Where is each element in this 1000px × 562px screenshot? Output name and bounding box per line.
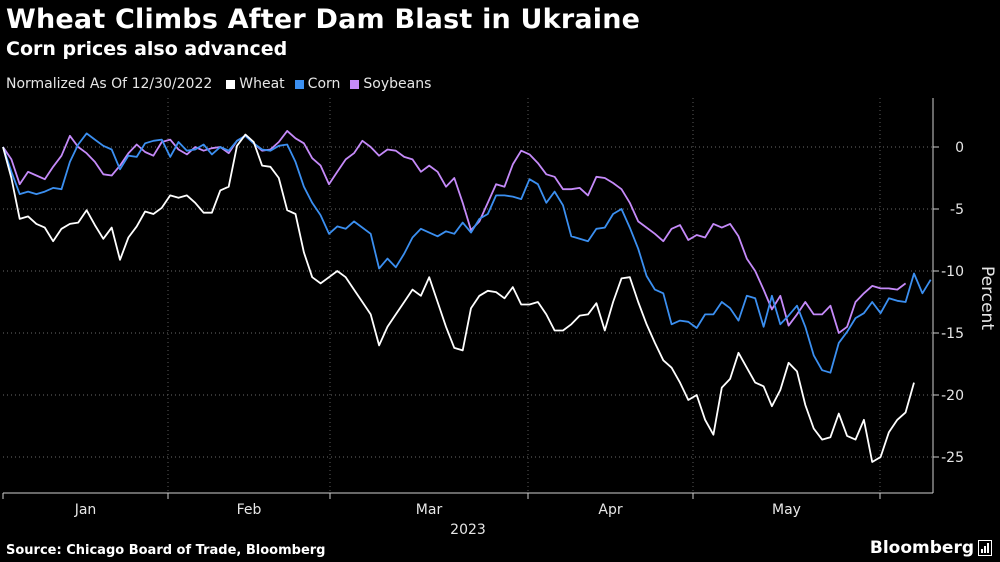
legend-item-wheat: Wheat — [226, 76, 285, 92]
x-tick-label-feb: Feb — [237, 502, 262, 518]
legend-swatch-soybeans — [350, 79, 360, 89]
legend-swatch-wheat — [226, 79, 236, 89]
y-axis-title: Percent — [977, 266, 997, 330]
y-tick-label: -5 — [950, 202, 964, 218]
series-line-corn — [2, 132, 932, 374]
legend-label-wheat: Wheat — [239, 76, 285, 92]
legend-item-soybeans: Soybeans — [350, 76, 431, 92]
x-tick-label-apr: Apr — [598, 502, 622, 518]
x-tick-label-mar: Mar — [416, 502, 443, 518]
legend-label-soybeans: Soybeans — [363, 76, 432, 92]
x-tick-label-jan: Jan — [74, 502, 97, 518]
x-axis-year-label: 2023 — [450, 522, 486, 538]
legend-swatch-corn — [294, 79, 304, 89]
legend-label-corn: Corn — [307, 76, 341, 92]
legend: Normalized As Of 12/30/2022 Wheat Corn S… — [6, 76, 441, 92]
y-tick-label: -25 — [941, 450, 964, 466]
y-tick-label: -15 — [941, 326, 964, 342]
brand-name: Bloomberg — [869, 538, 974, 558]
series-line-soybeans — [2, 130, 907, 334]
series-line-wheat — [2, 133, 915, 463]
y-tick-label: -10 — [941, 264, 964, 280]
chart-subtitle: Corn prices also advanced — [6, 38, 288, 60]
source-note: Source: Chicago Board of Trade, Bloomber… — [6, 543, 326, 558]
bloomberg-badge-icon — [978, 540, 992, 556]
y-tick-label: -20 — [941, 388, 964, 404]
y-tick-label: 0 — [955, 140, 964, 156]
bloomberg-logo: Bloomberg — [870, 538, 992, 558]
x-tick-label-may: May — [772, 502, 801, 518]
legend-item-corn: Corn — [294, 76, 341, 92]
chart-title: Wheat Climbs After Dam Blast in Ukraine — [6, 4, 641, 35]
normalized-label: Normalized As Of 12/30/2022 — [6, 76, 213, 92]
